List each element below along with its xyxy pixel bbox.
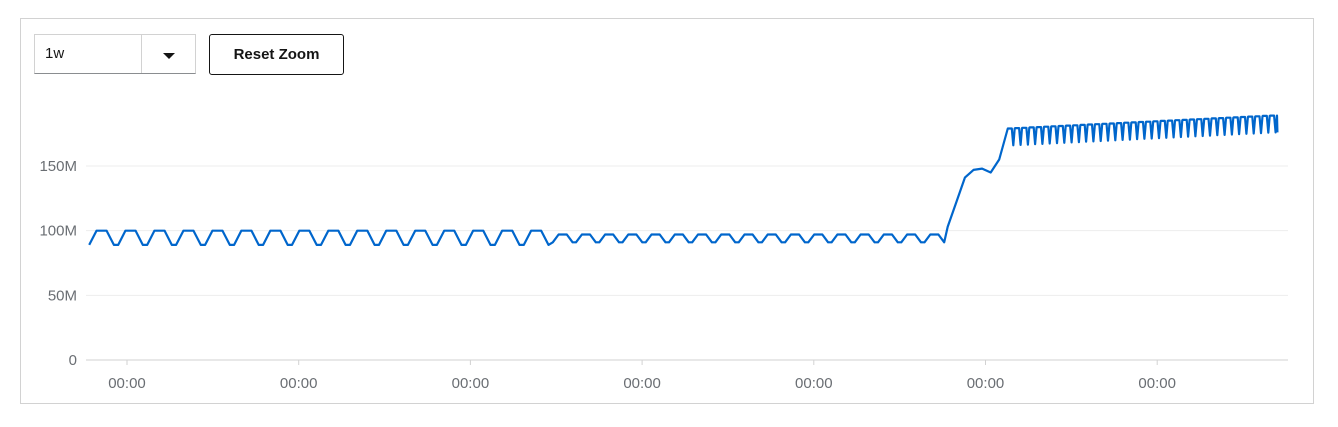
x-tick-label: 00:00 — [795, 375, 833, 392]
series-line — [88, 114, 1279, 246]
x-tick-label: 00:00 — [1138, 375, 1176, 392]
y-tick-label: 150M — [39, 158, 77, 175]
x-tick-label: 00:00 — [108, 375, 146, 392]
time-range-toggle[interactable] — [141, 35, 195, 73]
x-tick-label: 00:00 — [452, 375, 490, 392]
time-range-value: 1w — [45, 45, 65, 62]
x-tick-label: 00:00 — [280, 375, 318, 392]
chart-card: 1w Reset Zoom — [20, 18, 1314, 404]
y-tick-label: 50M — [48, 287, 77, 304]
x-tick-label: 00:00 — [623, 375, 661, 392]
x-tick-label: 00:00 — [967, 375, 1005, 392]
caret-down-icon — [162, 52, 175, 59]
y-tick-label: 100M — [39, 223, 77, 240]
reset-zoom-button[interactable]: Reset Zoom — [209, 34, 344, 75]
y-tick-label: 0 — [69, 352, 77, 369]
time-range-select[interactable]: 1w — [34, 34, 196, 74]
